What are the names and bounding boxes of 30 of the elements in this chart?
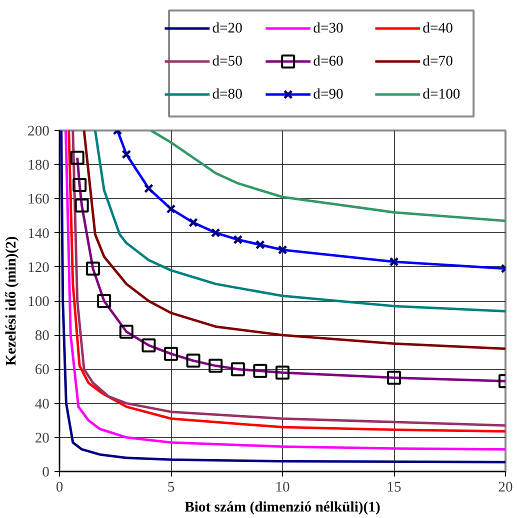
y-tick-label: 60 xyxy=(34,362,50,378)
y-tick-label: 180 xyxy=(28,158,50,174)
line-series xyxy=(150,130,506,222)
x-tick-label: 20 xyxy=(498,480,513,496)
y-tick-label: 200 xyxy=(28,124,50,140)
y-tick-label: 0 xyxy=(42,464,50,480)
legend-label: d=60 xyxy=(313,54,344,70)
y-axis-title: Kezelési idő (min)(2) xyxy=(4,236,20,366)
line-series xyxy=(94,130,506,312)
legend-label: d=20 xyxy=(212,20,242,36)
y-tick-label: 40 xyxy=(34,396,50,412)
y-tick-label: 80 xyxy=(34,328,50,344)
y-tick-label: 160 xyxy=(28,192,50,208)
y-tick-label: 140 xyxy=(28,226,50,242)
x-tick-label: 10 xyxy=(275,480,290,496)
legend-label: d=30 xyxy=(313,20,344,36)
y-tick-label: 120 xyxy=(28,260,50,276)
legend-label: d=90 xyxy=(313,86,344,102)
line-series xyxy=(82,130,506,350)
legend-label: d=80 xyxy=(212,86,242,102)
x-axis-title: Biot szám (dimenzió nélküli)(1) xyxy=(184,500,381,516)
x-tick-label: 5 xyxy=(167,480,175,496)
legend-label: d=40 xyxy=(422,20,453,36)
legend-label: d=100 xyxy=(422,86,460,102)
legend-label: d=50 xyxy=(212,54,242,70)
y-tick-label: 100 xyxy=(28,294,50,310)
y-tick-label: 20 xyxy=(34,430,50,446)
x-tick-label: 15 xyxy=(386,480,402,496)
legend-label: d=70 xyxy=(422,54,453,70)
x-tick-label: 0 xyxy=(56,480,64,496)
